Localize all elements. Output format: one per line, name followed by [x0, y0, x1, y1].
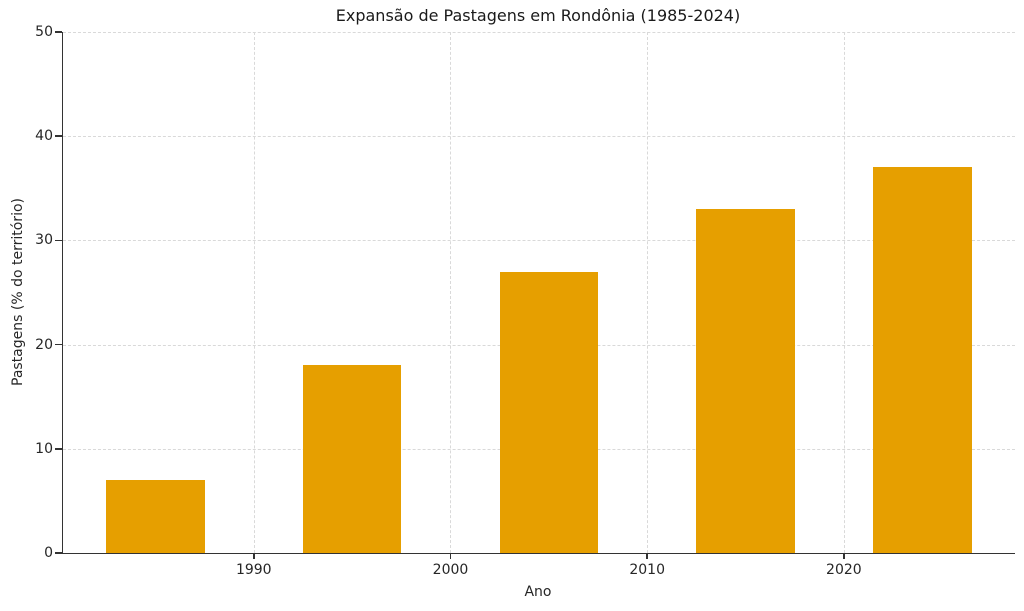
y-tick-mark: [55, 343, 62, 346]
x-tick-label: 1990: [235, 562, 272, 578]
h-gridline: [63, 32, 1015, 33]
plot-area: 0 10 20 30 40 50 1990 2000 2010 2020: [35, 24, 1015, 578]
x-tick-mark: [253, 553, 255, 559]
x-tick-label: 2000: [432, 562, 469, 578]
x-tick-label: 2020: [826, 562, 862, 578]
y-tick-mark: [55, 448, 62, 450]
v-gridline: [253, 32, 255, 553]
y-tick-label: 20: [35, 336, 53, 353]
y-tick-mark: [55, 239, 62, 242]
x-tick-mark: [449, 553, 452, 559]
y-tick-label: 40: [35, 128, 53, 145]
y-tick-mark: [55, 135, 62, 137]
bar-1985: [106, 480, 205, 553]
y-tick-label: 30: [35, 232, 53, 249]
h-gridline: [63, 240, 1015, 242]
h-gridline: [63, 136, 1015, 138]
y-tick-label: 0: [44, 545, 53, 561]
bar-2015: [696, 209, 795, 553]
x-tick-mark: [646, 553, 648, 559]
x-tick-mark: [843, 553, 845, 559]
x-axis-label: Ano: [524, 584, 552, 600]
x-tick-label: 2010: [629, 562, 665, 578]
y-tick-label: 10: [35, 440, 53, 457]
y-tick-label: 50: [35, 24, 53, 40]
y-axis-label: Pastagens (% do território): [10, 198, 26, 386]
v-gridline: [450, 32, 452, 553]
bar-2005: [499, 271, 598, 553]
chart-title: Expansão de Pastagens em Rondônia (1985-…: [335, 6, 741, 25]
v-gridline: [843, 32, 845, 553]
bar-2024: [873, 167, 972, 553]
y-tick-mark: [55, 552, 62, 554]
bar-1995: [302, 365, 402, 553]
v-gridline: [647, 32, 649, 553]
y-tick-mark: [55, 31, 62, 33]
